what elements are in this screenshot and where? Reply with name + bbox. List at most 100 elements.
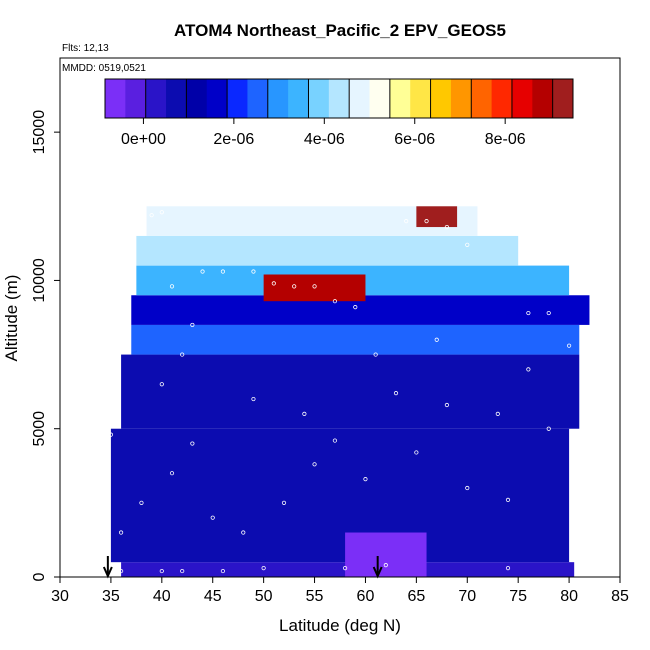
sample-point (363, 477, 368, 482)
flights-label: Flts: 12,13 (62, 43, 109, 54)
x-axis-label: Latitude (deg N) (279, 616, 401, 635)
colorbar-cell (491, 79, 513, 118)
sample-point (312, 284, 317, 289)
arrow-head (102, 566, 113, 579)
sample-point (251, 269, 256, 274)
colorbar-cell (450, 79, 472, 118)
heatmap-layer (110, 206, 590, 577)
sample-point (292, 284, 297, 289)
sample-point (526, 310, 531, 316)
y-tick-label: 5000 (31, 411, 48, 447)
x-tick-label: 75 (509, 588, 527, 605)
sample-point (159, 382, 164, 387)
sample-point (169, 471, 175, 476)
colorbar-tick-label: 8e-06 (485, 131, 526, 148)
colorbar-cell (389, 79, 411, 118)
sample-point (261, 566, 266, 571)
chart-title: ATOM4 Northeast_Pacific_2 EPV_GEOS5 (174, 21, 506, 40)
y-tick-label: 10000 (31, 258, 48, 303)
sample-point (108, 432, 114, 437)
arrow-markers (102, 556, 383, 579)
sample-point (180, 568, 185, 574)
colorbar-cell (552, 79, 574, 118)
heatmap-band (121, 354, 580, 429)
x-tick-label: 40 (153, 588, 171, 605)
y-axis: 0 5000 10000 15000 (31, 110, 60, 581)
heatmap-band (131, 324, 580, 355)
sample-point (546, 426, 551, 431)
sample-point (251, 396, 256, 402)
sample-point (495, 411, 500, 416)
x-tick-label: 80 (560, 588, 578, 605)
sample-point (169, 284, 175, 289)
sample-point (465, 485, 470, 491)
x-tick-label: 85 (611, 588, 629, 605)
colorbar-cell (125, 79, 147, 118)
sample-point (190, 441, 195, 446)
colorbar-cell (471, 79, 493, 118)
colorbar-cell (308, 79, 330, 118)
sample-point (302, 411, 307, 416)
heatmap-band (136, 235, 519, 266)
heatmap-band (110, 428, 570, 563)
sample-point (353, 305, 358, 310)
sample-points (108, 210, 572, 574)
sample-point (220, 269, 226, 274)
sample-point (332, 438, 338, 443)
sample-point (118, 568, 124, 574)
y-tick-label: 0 (31, 572, 48, 581)
colorbar-cell (105, 79, 126, 118)
sample-point (342, 566, 348, 571)
colorbar: 0e+00 2e-06 4e-06 6e-06 8e-06 (104, 78, 574, 148)
heatmap-feature (416, 206, 458, 228)
mmdd-label: MMDD: 0519,0521 (62, 63, 146, 74)
x-tick-label: 35 (102, 588, 120, 605)
x-tick-label: 55 (306, 588, 324, 605)
sample-point (220, 568, 226, 574)
sample-point (241, 530, 246, 535)
sample-point (383, 563, 388, 568)
sample-point (505, 497, 511, 502)
sample-point (373, 352, 378, 357)
plot-frame (59, 57, 621, 578)
y-tick-label: 15000 (31, 110, 48, 155)
colorbar-cell (145, 79, 167, 118)
sample-point (139, 500, 144, 505)
colorbar-frame (104, 78, 574, 119)
colorbar-cell (430, 79, 452, 118)
sample-point (505, 566, 511, 571)
colorbar-cell (349, 79, 371, 118)
colorbar-cell (328, 79, 350, 118)
x-tick-label: 50 (255, 588, 273, 605)
heatmap-feature (345, 532, 427, 577)
colorbar-cell (267, 79, 289, 118)
sample-point (526, 367, 531, 372)
sample-point (180, 352, 185, 357)
x-tick-label: 65 (407, 588, 425, 605)
colorbar-tick-label: 0e+00 (121, 131, 166, 148)
sample-point (210, 515, 215, 520)
y-axis-label: Altitude (m) (2, 275, 21, 362)
sample-point (190, 322, 195, 328)
sample-point (312, 462, 317, 467)
x-axis: 30 35 40 45 50 55 60 65 70 75 80 85 (51, 577, 629, 605)
sample-point (159, 568, 164, 574)
sample-point (444, 224, 450, 230)
colorbar-cell (227, 79, 248, 118)
colorbar-tick-label: 2e-06 (213, 131, 254, 148)
colorbar-cell (247, 79, 269, 118)
sample-point (149, 213, 154, 218)
colorbar-cell (166, 79, 187, 118)
x-tick-label: 70 (458, 588, 476, 605)
sample-point (414, 450, 419, 455)
sample-point (434, 337, 439, 342)
colorbar-cell (532, 79, 554, 118)
sample-point (281, 500, 287, 505)
x-tick-label: 60 (357, 588, 375, 605)
sample-point (159, 210, 164, 215)
sample-point (546, 310, 551, 316)
colorbar-cell (369, 79, 391, 118)
sample-point (566, 343, 572, 348)
colorbar-cell (186, 79, 208, 118)
